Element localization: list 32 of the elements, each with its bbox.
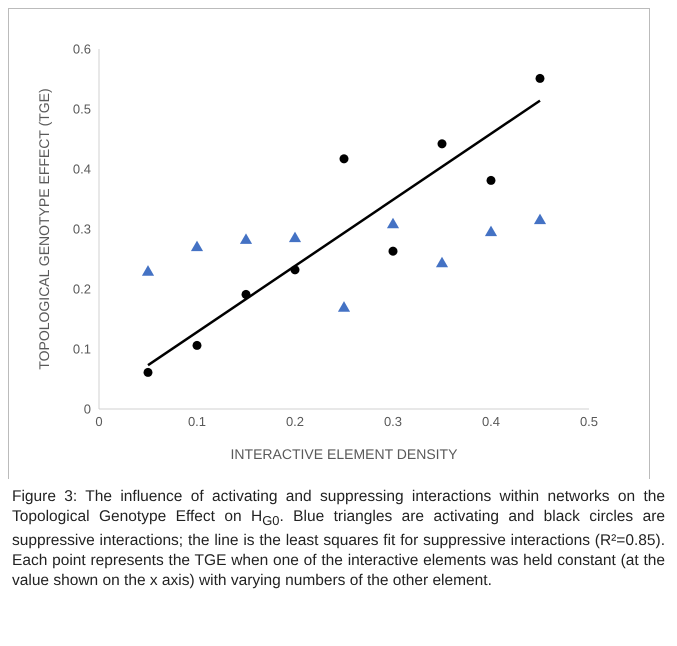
point: [190, 240, 204, 252]
point: [338, 301, 350, 312]
point: [388, 246, 398, 256]
point: [339, 154, 349, 164]
point: [535, 74, 545, 83]
y-tick-label: 0.6: [72, 42, 91, 57]
point: [484, 226, 498, 236]
point: [386, 218, 400, 228]
x-tick-label: 0.2: [286, 414, 304, 430]
point: [437, 139, 447, 148]
x-tick-label: 0: [95, 414, 103, 430]
y-tick-label: 0.4: [72, 162, 91, 177]
point: [240, 233, 252, 244]
x-tick-label: 0.1: [188, 414, 206, 430]
x-tick-label: 0.4: [482, 414, 500, 430]
x-tick-label: 0.5: [580, 414, 598, 430]
y-axis-title: TOPOLOGICAL GENOTYPE EFFECT (TGE): [36, 88, 52, 370]
x-tick-label: 0.3: [384, 414, 402, 430]
point: [142, 265, 154, 276]
caption: Figure 3: The influence of activating and suppressing interactions within networks on the Topological Genotype Effect on H$_{G0}$. Blue triangles are activating and black circles are suppressive interactions; the line is the least squares fit for suppressive interactions (R²=0.85). Each point represents the TGE when one of the interactive elements was held constant (at the value shown on the x axis) with varying numbers of the other element.: [11, 487, 666, 592]
y-tick-label: 0.2: [72, 282, 91, 297]
x-axis-title: INTERACTIVE ELEMENT DENSITY: [230, 446, 458, 462]
y-tick-label: 0.1: [72, 342, 91, 357]
point: [288, 232, 302, 242]
y-tick-label: 0.5: [72, 102, 91, 117]
point: [241, 290, 251, 299]
point: [436, 256, 448, 268]
y-tick-label: 0: [84, 402, 91, 417]
point: [486, 176, 496, 185]
y-tick-label: 0.3: [72, 222, 91, 237]
point: [534, 214, 546, 224]
point: [290, 265, 300, 274]
